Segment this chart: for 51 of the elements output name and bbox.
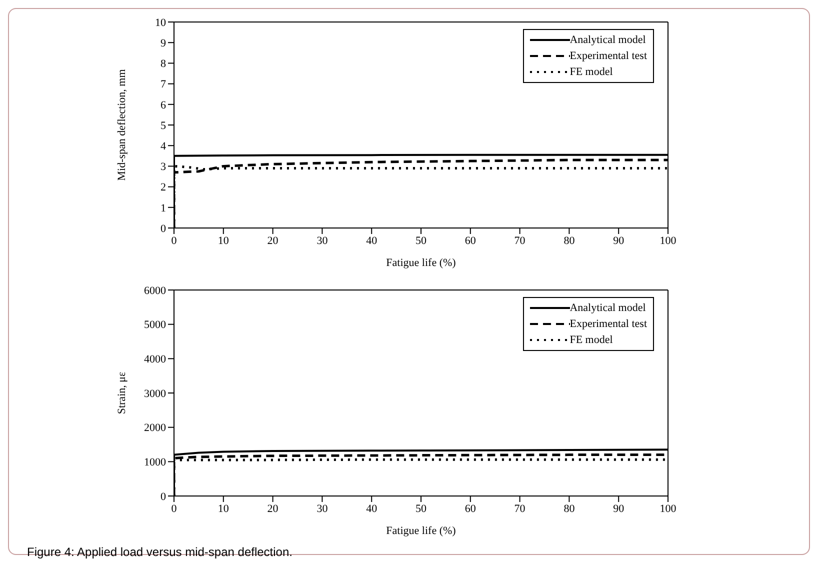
y-tick-label: 2 (160, 182, 166, 194)
y-axis-title: Mid-span deflection, mm (116, 68, 128, 181)
y-tick-label: 4 (160, 140, 166, 153)
x-tick-label: 100 (660, 234, 677, 247)
x-tick-label: 40 (366, 234, 378, 247)
y-tick-label: 4000 (144, 354, 166, 366)
y-tick-label: 5 (160, 120, 166, 132)
x-tick-label: 60 (464, 502, 476, 515)
x-tick-label: 20 (267, 502, 279, 515)
y-tick-label: 6000 (144, 284, 166, 297)
x-tick-label: 10 (218, 502, 230, 515)
x-tick-label: 10 (218, 234, 230, 247)
x-tick-label: 30 (316, 502, 328, 515)
y-tick-label: 10 (155, 16, 166, 29)
y-tick-label: 1000 (144, 456, 166, 469)
x-tick-label: 90 (613, 234, 625, 247)
x-tick-label: 100 (660, 502, 677, 515)
x-tick-label: 50 (416, 234, 427, 247)
caption: Figure 4: Applied load versus mid-span deflection. (27, 545, 294, 559)
x-tick-label: 0 (171, 234, 178, 247)
legend-label: Experimental test (570, 50, 647, 62)
x-tick-label: 60 (464, 234, 476, 247)
y-tick-label: 6 (160, 99, 166, 112)
x-tick-label: 20 (267, 234, 279, 247)
y-tick-label: 8 (160, 58, 166, 70)
y-tick-label: 0 (160, 222, 166, 235)
y-tick-label: 3 (160, 161, 166, 174)
y-tick-label: 9 (160, 38, 166, 50)
x-tick-label: 40 (366, 502, 378, 515)
x-tick-label: 80 (564, 234, 576, 247)
x-tick-label: 70 (514, 502, 526, 515)
y-tick-label: 1 (160, 202, 166, 214)
y-tick-label: 5000 (144, 319, 166, 332)
x-tick-label: 50 (416, 502, 427, 515)
y-tick-label: 7 (160, 78, 166, 91)
x-tick-label: 0 (171, 502, 178, 515)
y-tick-label: 3000 (144, 388, 166, 400)
x-tick-label: 70 (514, 234, 526, 247)
y-tick-label: 2000 (144, 422, 166, 434)
x-tick-label: 30 (316, 234, 328, 247)
x-axis-title: Fatigue life (%) (386, 257, 456, 269)
legend-label: FE model (570, 334, 613, 346)
y-tick-label: 0 (160, 490, 166, 503)
legend-label: FE model (570, 66, 613, 78)
legend-label: Analytical model (570, 34, 646, 46)
x-tick-label: 90 (613, 502, 625, 515)
x-axis-title: Fatigue life (%) (386, 525, 456, 537)
legend-label: Analytical model (570, 302, 646, 314)
legend-label: Experimental test (570, 318, 647, 330)
x-tick-label: 80 (564, 502, 576, 515)
y-axis-title: Strain, με (116, 371, 128, 414)
